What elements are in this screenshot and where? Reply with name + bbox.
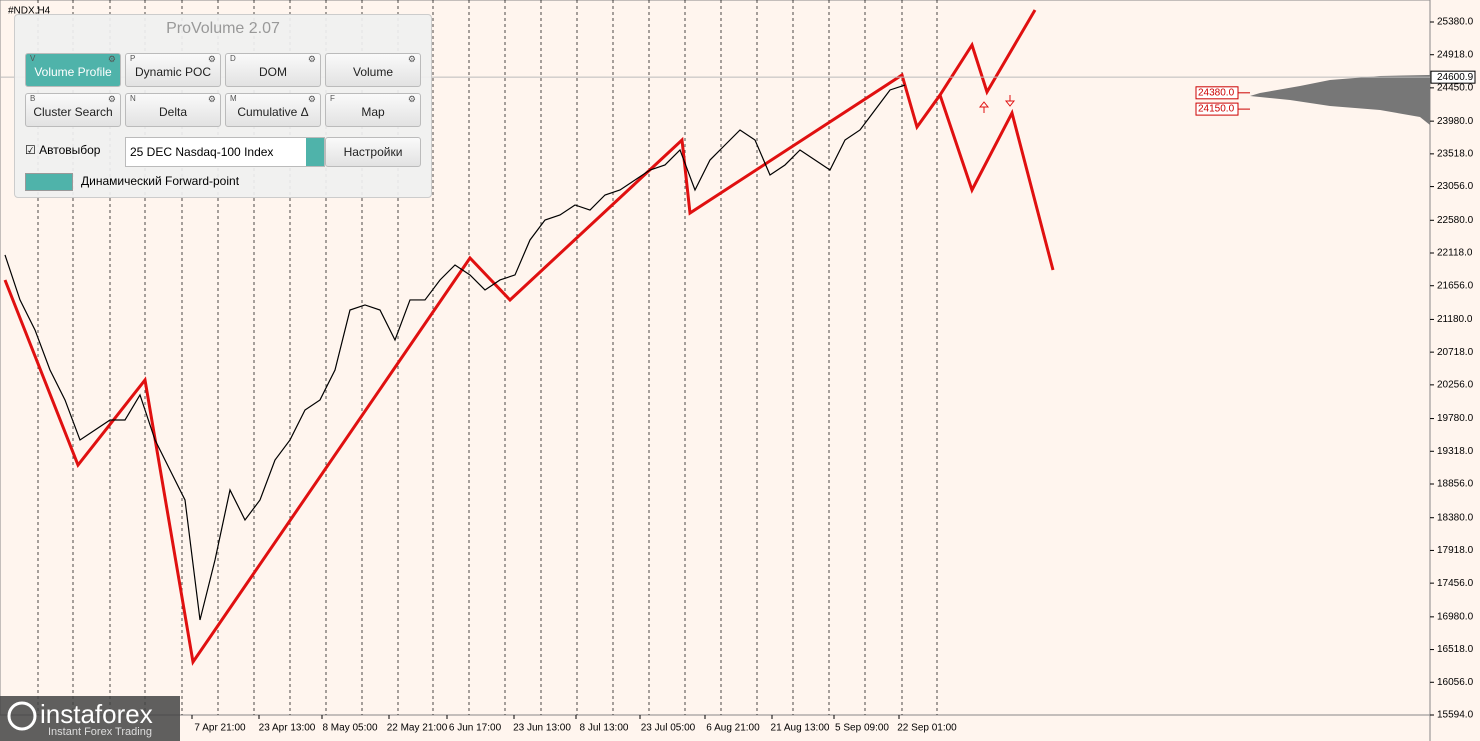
panel-button[interactable]: F ⚙ Map [325,93,421,127]
button-label: Cluster Search [33,105,113,119]
x-tick-label: 23 Jun 13:00 [513,723,571,734]
button-label: Volume [352,65,394,79]
y-tick-label: 16518.0 [1437,644,1474,655]
current-price-label: 24600.9 [1437,72,1474,83]
y-tick-label: 20718.0 [1437,347,1474,358]
instrument-select[interactable]: 25 DEC Nasdaq-100 Index [125,137,325,167]
current-price-tag [1430,70,1476,84]
checkbox-label: Автовыбор [39,143,101,157]
level-tag [1195,102,1239,116]
arrow-down [1004,95,1016,107]
y-tick-label: 18380.0 [1437,512,1474,523]
y-tick-label: 16980.0 [1437,611,1474,622]
instrument: 25 DEC Nasdaq-100 Index [130,145,274,159]
watermark-logo [7,701,37,731]
panel-button[interactable]: B ⚙ Cluster Search [25,93,121,127]
level-tag [1195,86,1239,100]
y-tick-label: 19780.0 [1437,413,1474,424]
button-label: Dynamic POC [134,65,211,79]
y-tick-label: 23056.0 [1437,181,1474,192]
x-tick-label: 6 Aug 21:00 [706,723,760,734]
y-tick-label: 25380.0 [1437,17,1474,28]
y-tick-label: 16056.0 [1437,677,1474,688]
button-label: Map [361,105,385,119]
panel-button[interactable]: ⚙ Volume [325,53,421,87]
y-tick-label: 23518.0 [1437,148,1474,159]
y-tick-label: 22118.0 [1437,248,1473,259]
x-tick-label: 23 Apr 13:00 [259,723,316,734]
button-key: B [30,94,36,103]
button-label: Cumulative Δ [237,105,309,119]
x-tick-label: 6 Jun 17:00 [449,723,502,734]
provolume-panel: ProVolume 2.07 V ⚙ Volume Profile P ⚙ Dynamic… [14,14,432,198]
auto-checkbox[interactable]: ☑ Автовыбор [25,143,101,157]
button-label: Delta [158,105,187,119]
y-tick-label: 17918.0 [1437,545,1474,556]
zigzag [3,9,1037,666]
settings-label: Настройки [343,145,403,159]
y-tick-label: 17456.0 [1437,578,1474,589]
x-tick-label: 8 May 05:00 [322,723,377,734]
y-tick-label: 24450.0 [1437,82,1474,93]
button-key: P [130,54,136,63]
button-key: M [230,94,237,103]
button-key: D [230,54,236,63]
y-tick-label: 21180.0 [1437,314,1473,325]
x-tick-label: 8 Jul 13:00 [580,723,629,734]
toggle-label: Динамический Forward-point [81,174,240,188]
button-key: V [30,54,36,63]
panel-button[interactable]: D ⚙ DOM [225,53,321,87]
panel-button[interactable]: N ⚙ Delta [125,93,221,127]
x-tick-label: 22 Sep 01:00 [897,723,957,734]
volume-profile [1250,75,1430,125]
panel-title: ProVolume 2.07 [166,20,280,37]
y-tick-label: 19318.0 [1437,446,1474,457]
y-tick-label: 21656.0 [1437,280,1474,291]
x-tick-label: 21 Aug 13:00 [771,723,830,734]
level-label: 24150.0 [1198,104,1235,115]
symbol: #NDX,H4 [8,6,51,17]
arrow-up [978,101,990,113]
x-tick-label: 23 Jul 05:00 [641,723,696,734]
panel-button[interactable]: V ⚙ Volume Profile [25,53,121,87]
watermark-brand: instaforex [40,699,153,729]
zigzag-alt [938,94,1055,271]
y-tick-label: 24918.0 [1437,49,1474,60]
panel-button[interactable]: M ⚙ Cumulative Δ [225,93,321,127]
watermark-tagline: Instant Forex Trading [48,726,152,738]
x-tick-label: 22 May 21:00 [387,723,448,734]
y-tick-label: 23980.0 [1437,116,1474,127]
y-tick-label: 20256.0 [1437,379,1474,390]
button-label: Volume Profile [34,65,112,79]
panel-button[interactable]: P ⚙ Dynamic POC [125,53,221,87]
toggle[interactable] [25,173,73,191]
y-tick-label: 15594.0 [1437,710,1474,721]
button-label: DOM [259,65,287,79]
watermark-bg [0,696,180,741]
button-key: N [130,94,136,103]
price-line [4,84,906,621]
x-tick-label: 5 Sep 09:00 [835,723,889,734]
y-tick-label: 18856.0 [1437,479,1474,490]
settings-button[interactable]: Настройки [325,137,421,167]
level-label: 24380.0 [1198,87,1235,98]
button-key: F [330,94,335,103]
x-tick-label: 7 Apr 21:00 [194,723,246,734]
y-tick-label: 22580.0 [1437,215,1474,226]
